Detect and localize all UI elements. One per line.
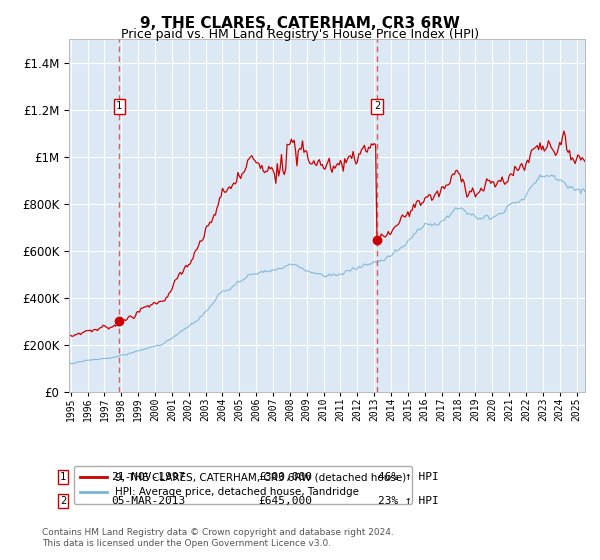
Text: £300,000: £300,000 <box>258 472 312 482</box>
Text: Price paid vs. HM Land Registry's House Price Index (HPI): Price paid vs. HM Land Registry's House … <box>121 28 479 41</box>
Text: 05-MAR-2013: 05-MAR-2013 <box>111 496 185 506</box>
Text: 2: 2 <box>60 496 66 506</box>
Text: 46% ↑ HPI: 46% ↑ HPI <box>378 472 439 482</box>
Text: 23% ↑ HPI: 23% ↑ HPI <box>378 496 439 506</box>
Text: £645,000: £645,000 <box>258 496 312 506</box>
Text: 1: 1 <box>116 101 122 111</box>
Text: 1: 1 <box>60 472 66 482</box>
Text: 2: 2 <box>374 101 380 111</box>
Text: 9, THE CLARES, CATERHAM, CR3 6RW: 9, THE CLARES, CATERHAM, CR3 6RW <box>140 16 460 31</box>
Text: 21-NOV-1997: 21-NOV-1997 <box>111 472 185 482</box>
Legend: 9, THE CLARES, CATERHAM, CR3 6RW (detached house), HPI: Average price, detached : 9, THE CLARES, CATERHAM, CR3 6RW (detach… <box>74 466 412 503</box>
Text: Contains HM Land Registry data © Crown copyright and database right 2024.
This d: Contains HM Land Registry data © Crown c… <box>42 528 394 548</box>
